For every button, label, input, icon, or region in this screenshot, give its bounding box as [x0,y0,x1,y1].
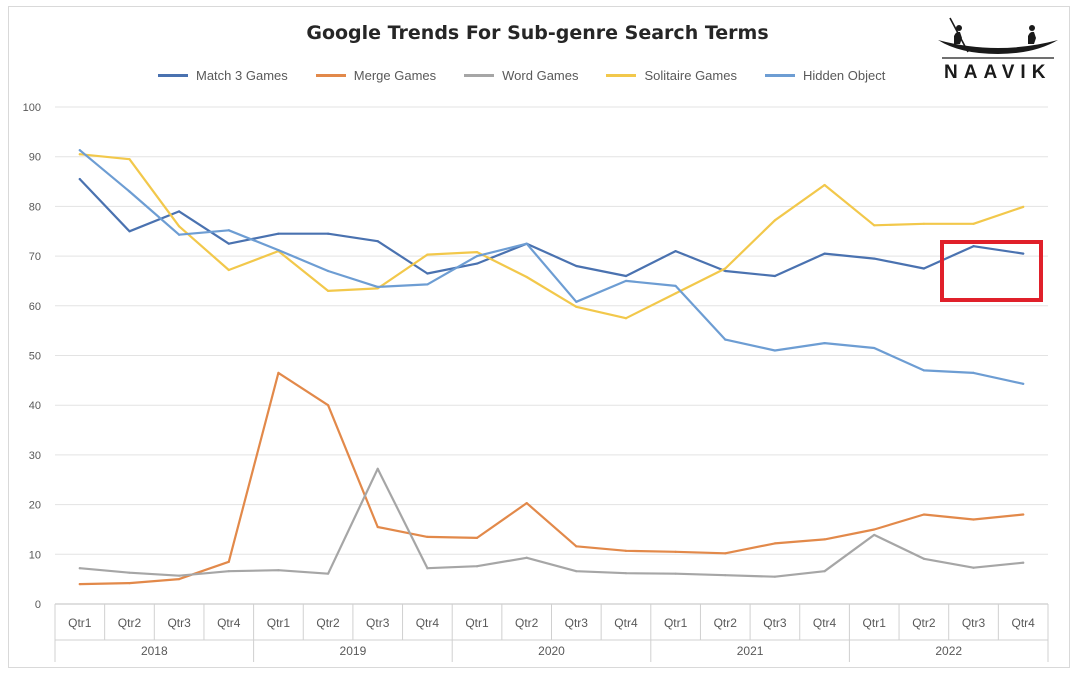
legend-label-match3: Match 3 Games [196,67,288,83]
naavik-logo-text: NAAVIK [944,62,1052,83]
legend-swatch-match3 [158,73,188,77]
chart-frame [8,6,1070,668]
legend-item-merge: Merge Games [315,67,437,83]
legend-item-hidden-object: Hidden Object [764,67,886,83]
legend-swatch-merge [315,73,346,77]
highlight-box [940,240,1043,302]
legend-swatch-solitaire [606,73,637,77]
legend-item-word: Word Games [464,68,578,83]
chart-legend: Match 3 Games Merge Games Word Games Sol… [158,66,885,84]
legend-item-solitaire: Solitaire Games [606,67,737,83]
legend-swatch-word [464,73,495,77]
legend-item-match3: Match 3 Games [158,68,288,83]
legend-label-hidden-object: Hidden Object [802,67,886,83]
naavik-logo-icon [938,17,1058,59]
legend-label-solitaire: Solitaire Games [644,67,737,83]
legend-label-word: Word Games [502,67,579,83]
chart-title: Google Trends For Sub-genre Search Terms [306,22,769,44]
legend-swatch-hidden-object [764,73,795,77]
legend-label-merge: Merge Games [353,67,437,83]
